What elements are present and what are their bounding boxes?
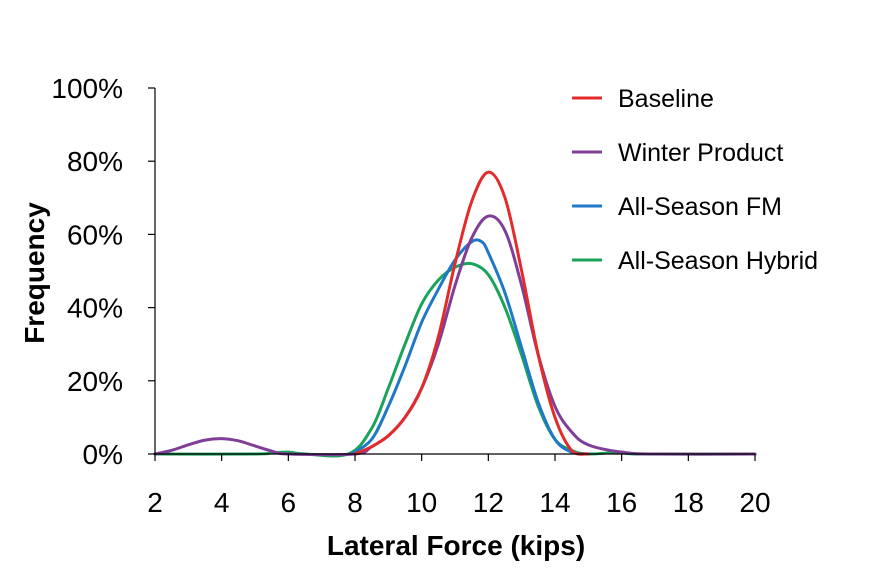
x-axis-ticks: 2 4 6 8 10 12 14 16 18 20 xyxy=(147,454,771,518)
series-line-all-season-fm xyxy=(350,238,590,456)
y-tick-label: 80% xyxy=(67,146,123,177)
y-tick-label: 0% xyxy=(83,439,123,470)
y-axis-ticks: 0% 20% 40% 60% 80% 100% xyxy=(51,73,155,470)
x-tick-label: 10 xyxy=(406,487,437,518)
x-tick-label: 6 xyxy=(281,487,297,518)
x-tick-label: 18 xyxy=(673,487,704,518)
legend-label: All-Season Hybrid xyxy=(618,247,818,275)
legend-item-winter-product: Winter Product xyxy=(572,139,783,167)
legend-label: Baseline xyxy=(618,85,714,113)
y-tick-label: 20% xyxy=(67,366,123,397)
x-tick-label: 2 xyxy=(147,487,163,518)
y-tick-label: 40% xyxy=(67,293,123,324)
series-line-baseline xyxy=(353,170,590,456)
y-axis-title: Frequency xyxy=(19,202,50,344)
y-tick-label: 60% xyxy=(67,219,123,250)
x-tick-label: 12 xyxy=(473,487,504,518)
legend-label: All-Season FM xyxy=(618,193,782,221)
legend-item-all-season-fm: All-Season FM xyxy=(572,193,782,221)
x-tick-label: 14 xyxy=(539,487,570,518)
legend-label: Winter Product xyxy=(618,139,783,167)
x-axis-title: Lateral Force (kips) xyxy=(327,530,585,561)
series-line-all-season-hybrid xyxy=(153,261,757,458)
y-tick-label: 100% xyxy=(51,73,123,104)
legend-item-baseline: Baseline xyxy=(572,85,714,113)
x-tick-label: 4 xyxy=(214,487,230,518)
plot-area xyxy=(153,170,757,458)
axes: 0% 20% 40% 60% 80% 100% 2 4 6 8 10 12 14 16 18 20 xyxy=(51,73,770,518)
x-tick-label: 16 xyxy=(606,487,637,518)
x-tick-label: 8 xyxy=(347,487,363,518)
x-tick-label: 20 xyxy=(739,487,770,518)
legend: Baseline Winter Product All-Season FM All-S… xyxy=(572,85,818,275)
legend-item-all-season-hybrid: All-Season Hybrid xyxy=(572,247,818,275)
